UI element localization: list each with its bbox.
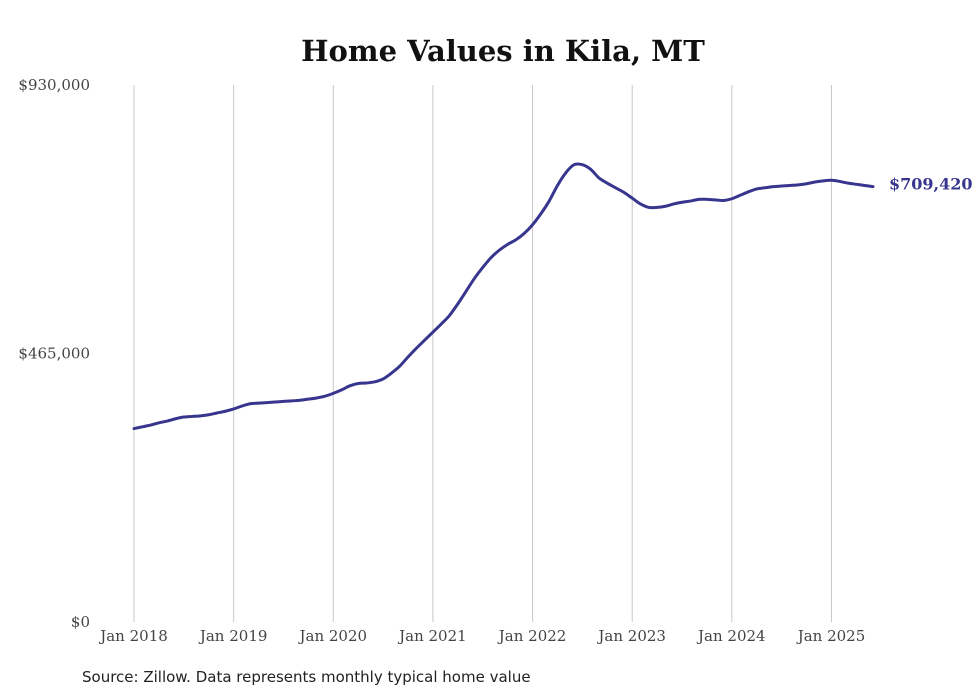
latest-value-label: $709,420 [889, 175, 973, 194]
source-note: Source: Zillow. Data represents monthly … [82, 668, 531, 686]
x-axis-ticks: Jan 2018 Jan 2019 Jan 2020 Jan 2021 Jan 2022… [98, 627, 865, 645]
x-tick-label: Jan 2019 [198, 627, 268, 645]
chart-title: Home Values in Kila, MT [301, 34, 705, 68]
x-tick-label: Jan 2023 [596, 627, 666, 645]
grid-lines [133, 85, 832, 622]
x-tick-label: Jan 2018 [98, 627, 168, 645]
x-tick-label: Jan 2024 [696, 627, 766, 645]
y-tick-label: $465,000 [18, 345, 90, 363]
x-tick-label: Jan 2022 [497, 627, 567, 645]
x-tick-label: Jan 2021 [397, 627, 467, 645]
home-value-series-line [132, 162, 875, 431]
y-axis-ticks: $0 $465,000 $930,000 [18, 76, 90, 631]
x-tick-label: Jan 2020 [297, 627, 367, 645]
x-tick-label: Jan 2025 [796, 627, 866, 645]
y-tick-label: $0 [71, 613, 90, 631]
y-tick-label: $930,000 [18, 76, 90, 94]
